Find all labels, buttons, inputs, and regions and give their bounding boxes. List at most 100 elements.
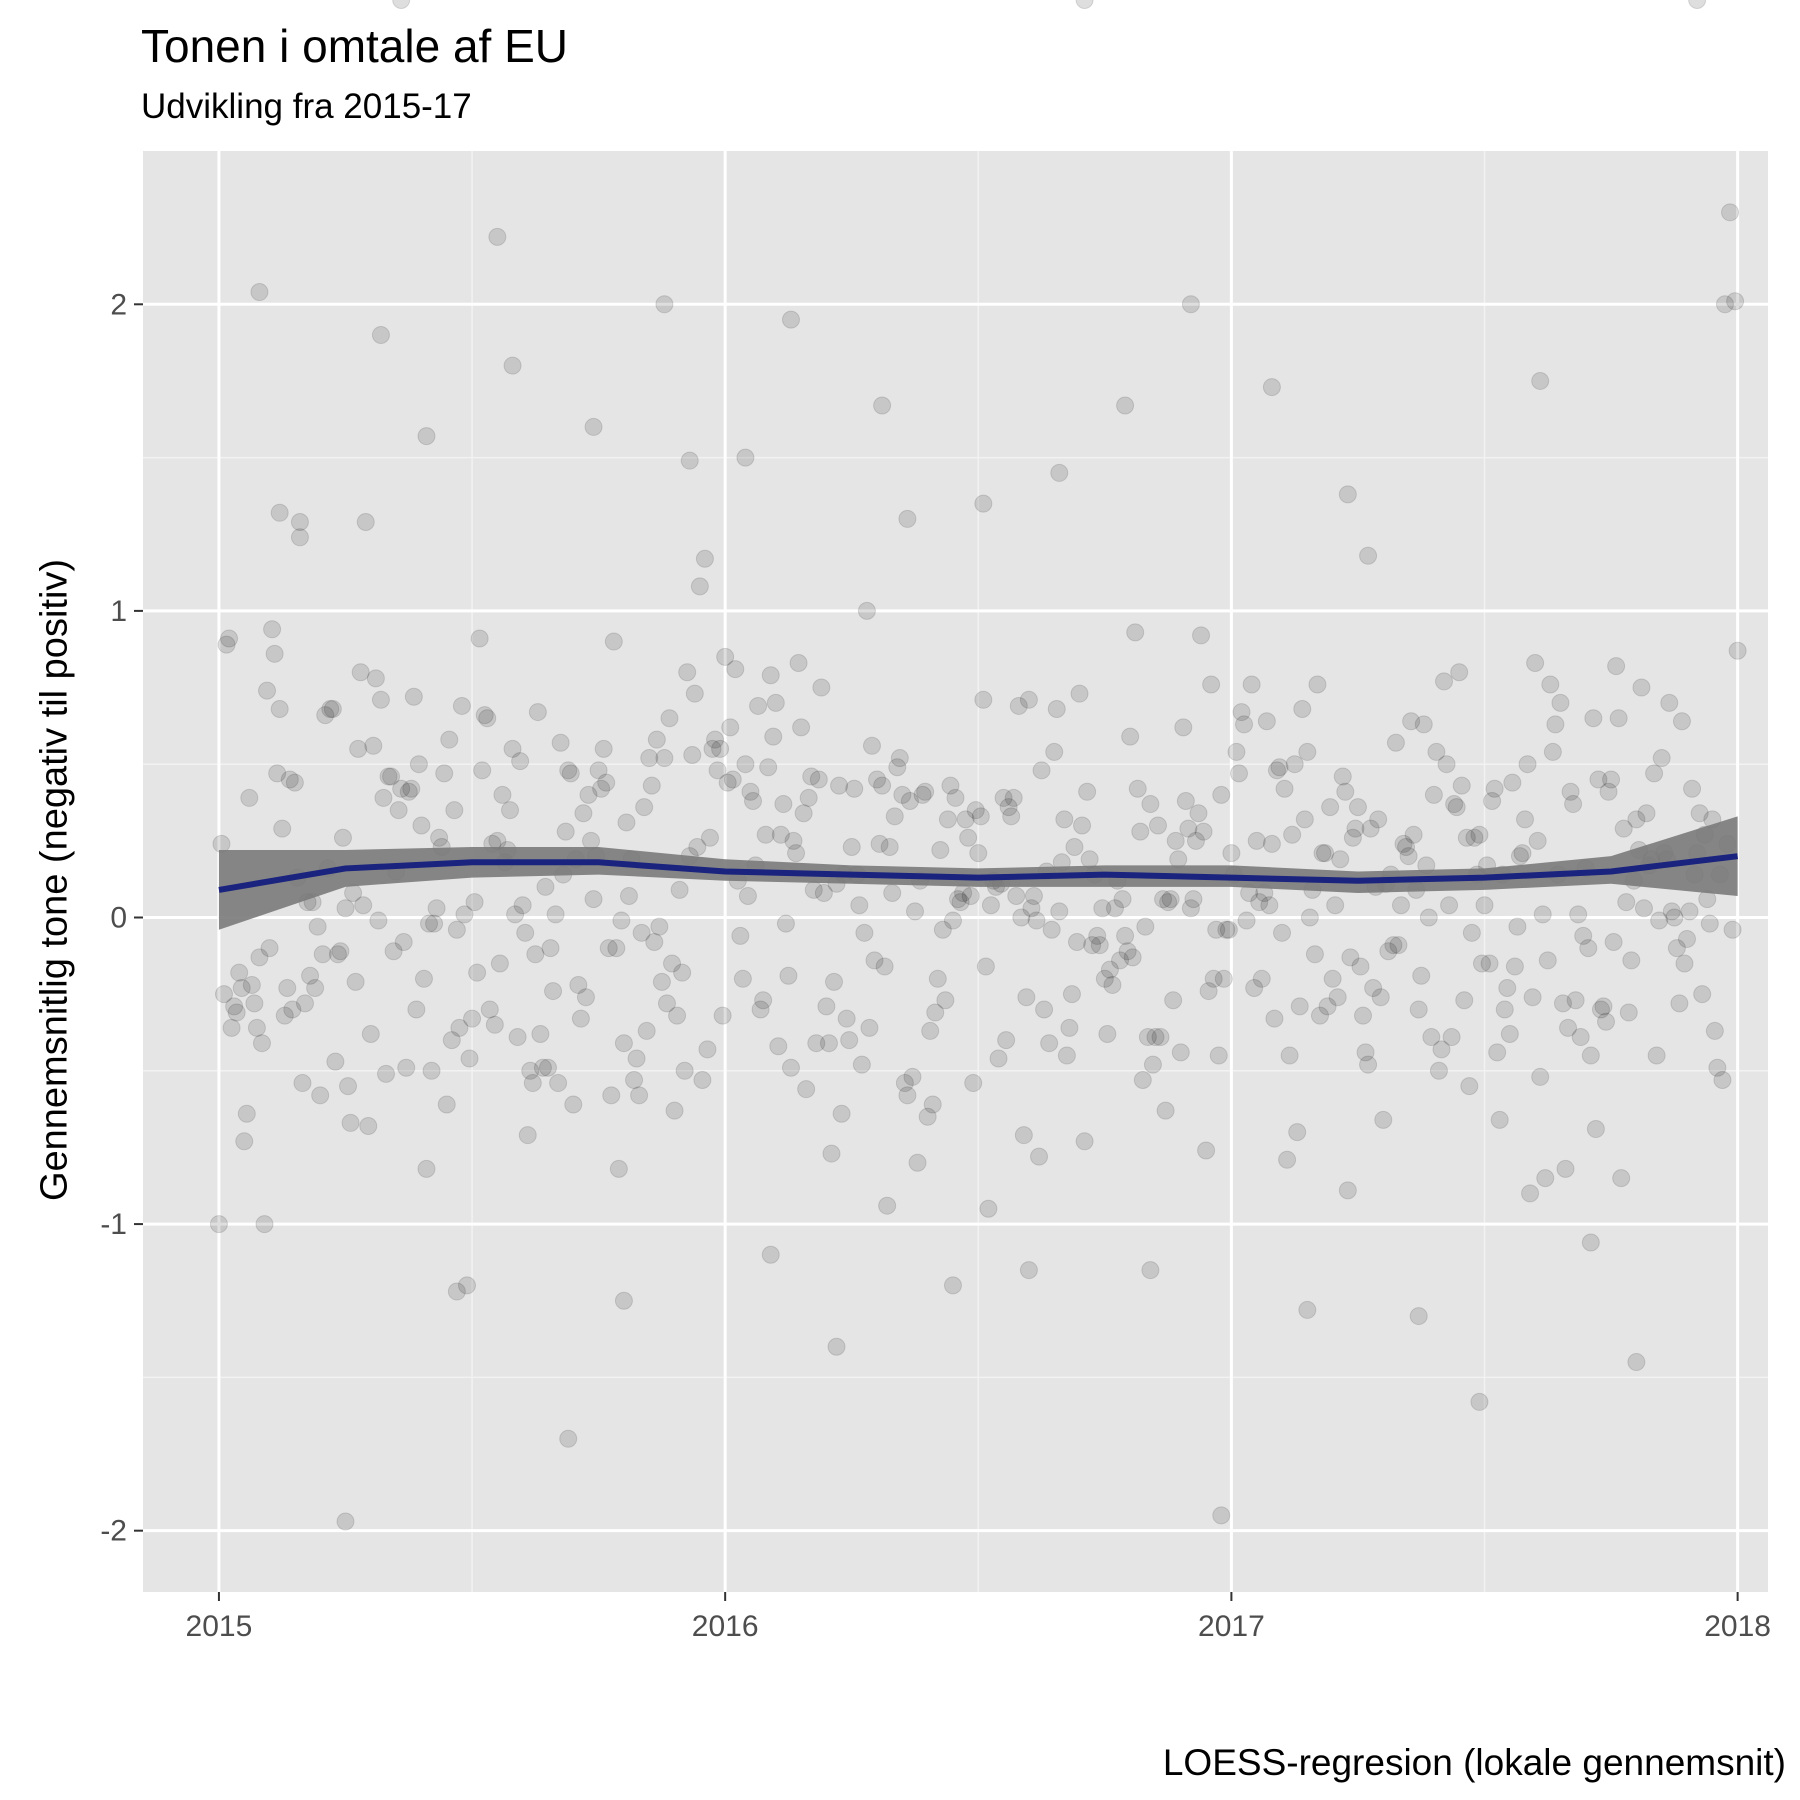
- data-point: [1042, 920, 1061, 939]
- data-point: [463, 1009, 482, 1028]
- data-point: [1670, 994, 1689, 1013]
- data-point: [425, 914, 444, 933]
- data-point: [447, 1282, 466, 1301]
- data-point: [857, 601, 876, 620]
- data-point: [513, 896, 532, 915]
- data-point: [1209, 1046, 1228, 1065]
- data-point: [741, 782, 760, 801]
- data-point: [369, 911, 388, 930]
- data-point: [1184, 890, 1203, 909]
- data-point: [328, 945, 347, 964]
- y-tick-label: 0: [110, 901, 127, 934]
- chart-subtitle: Udvikling fra 2015-17: [141, 87, 472, 126]
- data-point: [1518, 755, 1537, 774]
- data-point: [384, 942, 403, 961]
- data-point: [536, 877, 555, 896]
- data-point: [336, 899, 355, 918]
- data-point: [979, 1199, 998, 1218]
- data-point: [1424, 785, 1443, 804]
- data-point: [569, 975, 588, 994]
- data-point: [252, 1034, 271, 1053]
- data-point: [1181, 295, 1200, 314]
- data-point: [809, 770, 828, 789]
- data-point: [379, 767, 398, 786]
- data-point: [313, 945, 332, 964]
- data-point: [1217, 920, 1236, 939]
- data-point: [1364, 979, 1383, 998]
- data-point: [1237, 911, 1256, 930]
- data-point: [1528, 831, 1547, 850]
- data-point: [1118, 942, 1137, 961]
- data-point: [1128, 779, 1147, 798]
- data-point: [316, 706, 335, 725]
- data-point: [1465, 828, 1484, 847]
- data-point: [518, 1126, 537, 1145]
- data-point: [974, 494, 993, 513]
- data-point: [1278, 1150, 1297, 1169]
- data-point: [1186, 831, 1205, 850]
- data-point: [1579, 939, 1598, 958]
- data-point: [455, 905, 474, 924]
- data-point: [1700, 914, 1719, 933]
- data-point: [1098, 1024, 1117, 1043]
- data-point: [516, 923, 535, 942]
- x-tick-label: 2017: [1198, 1610, 1265, 1643]
- data-point: [1485, 779, 1504, 798]
- data-point: [1313, 844, 1332, 863]
- data-point: [333, 828, 352, 847]
- data-point: [1510, 847, 1529, 866]
- data-point: [946, 788, 965, 807]
- data-point: [923, 1095, 942, 1114]
- data-point: [392, 0, 411, 9]
- data-point: [1351, 957, 1370, 976]
- data-point: [840, 1031, 859, 1050]
- data-point: [1138, 1028, 1157, 1047]
- data-point: [652, 972, 671, 991]
- data-point: [258, 681, 277, 700]
- data-point: [1581, 1046, 1600, 1065]
- data-point: [1414, 715, 1433, 734]
- data-point: [1566, 991, 1585, 1010]
- data-point: [898, 509, 917, 528]
- data-point: [1212, 785, 1231, 804]
- data-point: [237, 1104, 256, 1123]
- data-point: [442, 1031, 461, 1050]
- data-point: [528, 703, 547, 722]
- data-point: [478, 709, 497, 728]
- data-point: [1531, 1067, 1550, 1086]
- data-point: [1232, 703, 1251, 722]
- data-point: [1553, 994, 1572, 1013]
- data-point: [764, 727, 783, 746]
- data-point: [1488, 1043, 1507, 1062]
- data-point: [943, 911, 962, 930]
- data-point: [1341, 948, 1360, 967]
- data-point: [531, 1024, 550, 1043]
- data-point: [1078, 782, 1097, 801]
- data-point: [1359, 546, 1378, 565]
- data-point: [647, 730, 666, 749]
- data-point: [1581, 1233, 1600, 1252]
- data-point: [1019, 1261, 1038, 1280]
- data-point: [366, 669, 385, 688]
- data-point: [852, 1055, 871, 1074]
- data-point: [1285, 755, 1304, 774]
- data-point: [584, 417, 603, 436]
- data-point: [1472, 954, 1491, 973]
- data-point: [1305, 945, 1324, 964]
- data-point: [1019, 690, 1038, 709]
- data-point: [1333, 767, 1352, 786]
- data-point: [214, 985, 233, 1004]
- data-point: [1597, 1012, 1616, 1031]
- data-point: [802, 767, 821, 786]
- data-point: [283, 1000, 302, 1019]
- data-point: [627, 1049, 646, 1068]
- data-point: [1359, 1055, 1378, 1074]
- data-point: [1012, 908, 1031, 927]
- data-point: [1490, 1110, 1509, 1129]
- data-point: [1293, 700, 1312, 719]
- data-point: [1326, 896, 1345, 915]
- data-point: [447, 920, 466, 939]
- data-point: [1460, 1077, 1479, 1096]
- data-point: [1389, 936, 1408, 955]
- data-point: [898, 1086, 917, 1105]
